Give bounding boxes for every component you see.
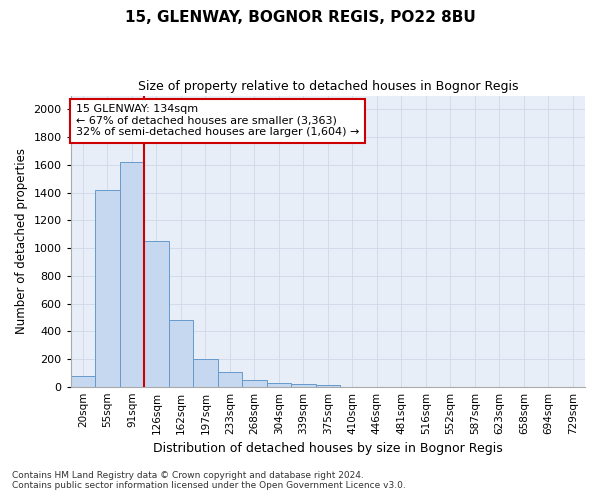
- Bar: [218, 372, 242, 386]
- Bar: [291, 384, 316, 386]
- Bar: [169, 320, 193, 386]
- Bar: [266, 383, 291, 386]
- X-axis label: Distribution of detached houses by size in Bognor Regis: Distribution of detached houses by size …: [153, 442, 503, 455]
- Text: 15, GLENWAY, BOGNOR REGIS, PO22 8BU: 15, GLENWAY, BOGNOR REGIS, PO22 8BU: [125, 10, 475, 25]
- Bar: [144, 241, 169, 386]
- Bar: [193, 359, 218, 386]
- Title: Size of property relative to detached houses in Bognor Regis: Size of property relative to detached ho…: [137, 80, 518, 93]
- Bar: [71, 376, 95, 386]
- Y-axis label: Number of detached properties: Number of detached properties: [15, 148, 28, 334]
- Bar: [242, 380, 266, 386]
- Bar: [119, 162, 144, 386]
- Text: 15 GLENWAY: 134sqm
← 67% of detached houses are smaller (3,363)
32% of semi-deta: 15 GLENWAY: 134sqm ← 67% of detached hou…: [76, 104, 359, 138]
- Bar: [95, 190, 119, 386]
- Text: Contains HM Land Registry data © Crown copyright and database right 2024.
Contai: Contains HM Land Registry data © Crown c…: [12, 470, 406, 490]
